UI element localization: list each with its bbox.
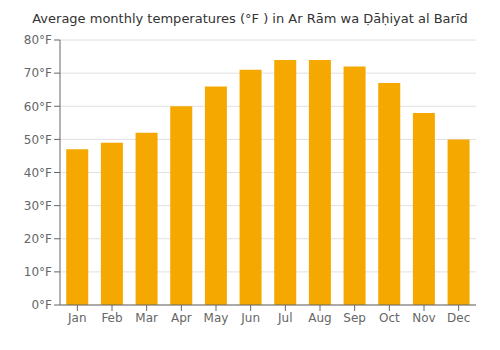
- html-text:Average monthly temperatures (: Average monthly temperatures (°F ) in Ar…: [32, 11, 468, 26]
- svg-text:0°F: 0°F: [31, 298, 52, 312]
- svg-text:70°F: 70°F: [24, 66, 52, 80]
- svg-text:60°F: 60°F: [24, 100, 52, 114]
- svg-text:Sep: Sep: [343, 311, 366, 325]
- svg-text:80°F: 80°F: [24, 33, 52, 47]
- svg-text:Apr: Apr: [171, 311, 192, 325]
- svg-text:May: May: [204, 311, 229, 325]
- svg-text:50°F: 50°F: [24, 133, 52, 147]
- svg-text:Aug: Aug: [308, 311, 331, 325]
- svg-text:Feb: Feb: [101, 311, 122, 325]
- svg-text:Jan: Jan: [67, 311, 87, 325]
- svg-text:Nov: Nov: [412, 311, 435, 325]
- svg-text:10°F: 10°F: [24, 265, 52, 279]
- svg-text:Jul: Jul: [277, 311, 292, 325]
- svg-text:Oct: Oct: [379, 311, 400, 325]
- svg-text:30°F: 30°F: [24, 199, 52, 213]
- svg-text:20°F: 20°F: [24, 232, 52, 246]
- svg-text:Jun: Jun: [240, 311, 260, 325]
- svg-text:Mar: Mar: [135, 311, 158, 325]
- svg-text:Dec: Dec: [447, 311, 470, 325]
- svg-text:40°F: 40°F: [24, 166, 52, 180]
